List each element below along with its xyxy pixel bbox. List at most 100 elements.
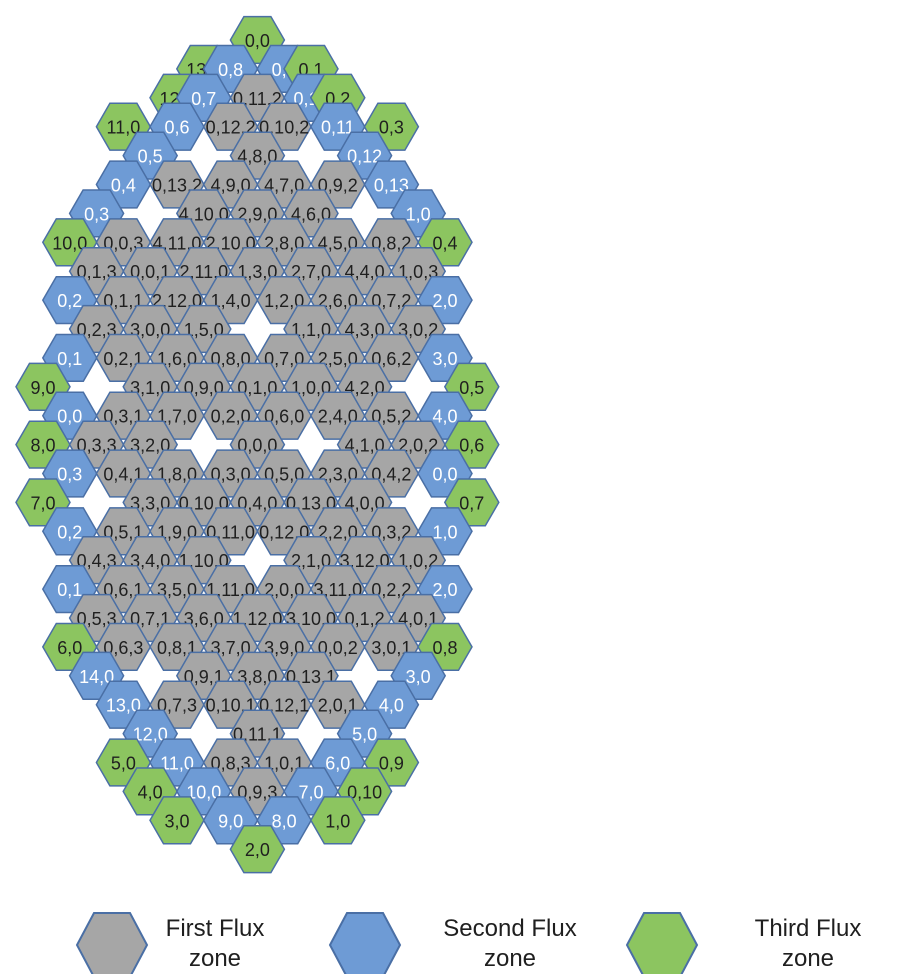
cell-label: 3,5,0 — [157, 580, 197, 600]
cell-label: 0,2 — [57, 291, 82, 311]
cell-label: 1,8,0 — [157, 465, 197, 485]
cell-label: 3,3,0 — [130, 493, 170, 513]
cell-label: 0,3 — [84, 204, 109, 224]
cell-label: 0,1 — [57, 349, 82, 369]
cell-label: 0,2 — [57, 522, 82, 542]
cell-label: 0,6,0 — [264, 407, 304, 427]
cell-label: 3,1,0 — [130, 378, 170, 398]
cell-label: 4,2,0 — [345, 378, 385, 398]
cell-label: 0,0,0 — [237, 436, 277, 456]
legend-swatch-third — [625, 912, 699, 974]
cell-label: 0,9,0 — [184, 378, 224, 398]
cell-label: 3,0 — [406, 667, 431, 687]
cell-label: 0,2,0 — [211, 407, 251, 427]
cell-label: 3,0,2 — [398, 320, 438, 340]
cell-label: 10,0 — [52, 233, 87, 253]
cell-label: 10,0 — [186, 782, 221, 802]
legend-label-second: Second Flux — [443, 915, 576, 942]
cell-label: 3,0 — [432, 349, 457, 369]
cell-label: 0,2,1 — [103, 349, 143, 369]
cell-label: 0,5 — [459, 378, 484, 398]
cell-label: 4,1,0 — [345, 436, 385, 456]
cell-label: 0,4 — [432, 233, 457, 253]
cell-label: 4,6,0 — [291, 204, 331, 224]
cell-label: 0,5,2 — [371, 407, 411, 427]
cell-label: 0,11 — [321, 118, 355, 138]
fuel-cell-third: 3,0 — [149, 796, 205, 845]
cell-label: 0,5,1 — [103, 522, 143, 542]
legend-label-third: Third Flux — [755, 915, 862, 942]
cell-label: 1,0 — [325, 811, 350, 831]
hex-cells: 0,013,00,80,90,112,00,70,11,20,100,211,0… — [15, 15, 500, 874]
cell-label: 0,13 — [374, 176, 409, 196]
cell-label: 14,0 — [79, 667, 114, 687]
cell-label: 0,4,3 — [77, 551, 117, 571]
cell-label: 0,1,1 — [103, 291, 143, 311]
cell-label: 4,0,1 — [398, 609, 438, 629]
cell-label: 0,9,3 — [237, 782, 277, 802]
cell-label: 5,0 — [352, 725, 377, 745]
cell-label: 1,0,1 — [264, 754, 304, 774]
cell-label: 4,5,0 — [318, 233, 358, 253]
cell-label: 6,0 — [325, 754, 350, 774]
legend-sub-second: zone — [484, 945, 536, 972]
cell-label: 4,8,0 — [237, 147, 277, 167]
cell-label: 7,0 — [30, 493, 55, 513]
cell-label: 0,8,3 — [211, 754, 251, 774]
cell-label: 0,3,2 — [371, 522, 411, 542]
cell-label: 1,3,0 — [237, 262, 277, 282]
cell-label: 0,7,2 — [371, 291, 411, 311]
cell-label: 7,0 — [298, 782, 323, 802]
legend-sub-third: zone — [782, 945, 834, 972]
cell-label: 1,2,0 — [264, 291, 304, 311]
cell-label: 0,8,0 — [211, 349, 251, 369]
cell-label: 0,2,3 — [77, 320, 117, 340]
cell-label: 0,3,3 — [77, 436, 117, 456]
hex-shape — [309, 796, 366, 845]
legend-sub-first: zone — [189, 945, 241, 972]
cell-label: 0,8 — [218, 60, 243, 80]
cell-label: 2,4,0 — [318, 407, 358, 427]
cell-label: 0,1 — [57, 580, 82, 600]
cell-label: 2,0,1 — [318, 696, 358, 716]
cell-label: 1,0 — [432, 522, 457, 542]
cell-label: 3,8,0 — [237, 667, 277, 687]
cell-label: 0,6,2 — [371, 349, 411, 369]
cell-label: 5,0 — [111, 754, 136, 774]
cell-label: 0,0 — [245, 31, 270, 51]
cell-label: 0,3,1 — [103, 407, 143, 427]
cell-label: 3,6,0 — [184, 609, 224, 629]
cell-label: 0,2,2 — [371, 580, 411, 600]
cell-label: 3,9,0 — [264, 638, 304, 658]
cell-label: 2,0 — [432, 580, 457, 600]
cell-label: 3,7,0 — [211, 638, 251, 658]
cell-label: 0,0,3 — [103, 233, 143, 253]
cell-label: 1,4,0 — [211, 291, 251, 311]
cell-label: 4,9,0 — [211, 176, 251, 196]
fuel-cell-third: 2,0 — [229, 825, 286, 874]
cell-label: 0,1,2 — [345, 609, 385, 629]
cell-label: 6,0 — [57, 638, 82, 658]
legend-item-third: Third Flux zone — [625, 912, 862, 974]
cell-label: 2,9,0 — [237, 204, 277, 224]
cell-label: 0,3 — [379, 118, 404, 138]
cell-label: 3,0 — [164, 811, 189, 831]
cell-label: 1,5,0 — [184, 320, 224, 340]
legend-item-first: First Flux zone — [75, 912, 264, 974]
fuel-cell-third: 1,0 — [309, 796, 366, 845]
cell-label: 0,0 — [432, 465, 457, 485]
legend-swatch-first — [75, 912, 149, 974]
cell-label: 4,3,0 — [345, 320, 385, 340]
legend-swatch-second — [328, 912, 402, 974]
legend: First Flux zone Second Flux zone Third F… — [75, 912, 862, 974]
cell-label: 3,0,0 — [130, 320, 170, 340]
cell-label: 2,5,0 — [318, 349, 358, 369]
cell-label: 0,8,2 — [371, 233, 411, 253]
cell-label: 0,6 — [459, 436, 484, 456]
cell-label: 3,2,0 — [130, 436, 170, 456]
cell-label: 3,4,0 — [130, 551, 170, 571]
cell-label: 0,9,1 — [184, 667, 224, 687]
cell-label: 11,0 — [160, 754, 194, 774]
cell-label: 2,3,0 — [318, 465, 358, 485]
cell-label: 2,2,0 — [318, 522, 358, 542]
